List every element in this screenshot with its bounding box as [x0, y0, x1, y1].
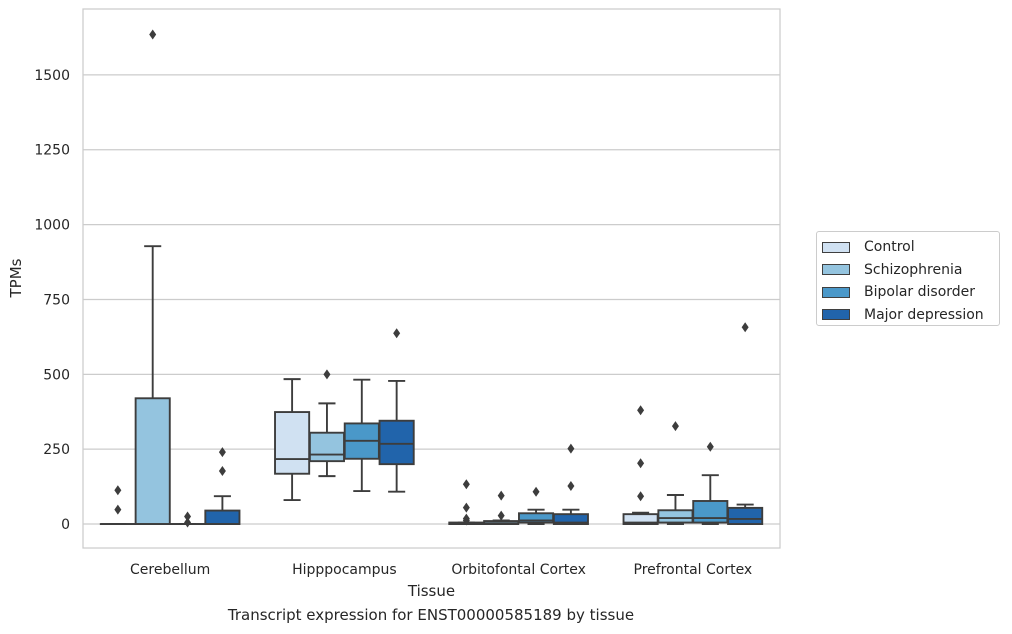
- outlier-point: [184, 517, 192, 528]
- outlier-point: [462, 479, 470, 490]
- box-bipolar-disorder-hipppocampus: [343, 378, 380, 493]
- iqr-box: [204, 509, 241, 525]
- x-tick-label-cerebellum: Cerebellum: [130, 562, 210, 578]
- box-schizophrenia-cerebellum: [134, 29, 171, 525]
- box-schizophrenia-orbitofontal-cortex: [483, 490, 520, 525]
- outlier-point: [637, 491, 645, 502]
- x-axis-ticks: Cerebellum Hipppocampus Orbitofontal Corte…: [130, 562, 752, 578]
- y-tick-label-500: 500: [43, 367, 70, 383]
- iqr-box: [552, 513, 589, 525]
- outlier-point: [462, 502, 470, 513]
- iqr-box: [727, 506, 764, 525]
- y-tick-label-1500: 1500: [34, 68, 70, 84]
- legend-item-major-depression: Major depression: [822, 304, 999, 327]
- legend-item-bipolar-disorder: Bipolar disorder: [822, 281, 999, 304]
- x-axis-label: Tissue: [407, 582, 455, 600]
- legend-label-schizophrenia: Schizophrenia: [864, 261, 963, 278]
- y-tick-label-250: 250: [43, 442, 70, 458]
- plot-area: [82, 8, 781, 549]
- box-major-depression-prefrontal-cortex: [727, 322, 764, 525]
- box-control-prefrontal-cortex: [622, 405, 659, 525]
- outlier-point: [462, 513, 470, 524]
- legend-item-schizophrenia: Schizophrenia: [822, 259, 999, 282]
- legend-label-major-depression: Major depression: [864, 306, 984, 323]
- box-bipolar-disorder-cerebellum: [169, 511, 206, 528]
- x-tick-label-prefrontal-cortex: Prefrontal Cortex: [634, 562, 753, 578]
- y-axis-ticks: 0 250 500 750 1000 1250 1500: [34, 68, 70, 533]
- outlier-point: [567, 443, 575, 454]
- box-bipolar-disorder-prefrontal-cortex: [692, 441, 729, 525]
- legend-swatch-schizophrenia: [822, 264, 850, 276]
- outlier-point: [218, 466, 226, 477]
- box-major-depression-hipppocampus: [378, 328, 415, 493]
- legend: Control Schizophrenia Bipolar disorder M…: [816, 231, 1000, 326]
- outlier-point: [393, 328, 401, 339]
- outlier-point: [184, 511, 192, 522]
- iqr-box: [378, 419, 415, 466]
- outlier-point: [218, 447, 226, 458]
- outlier-point: [532, 486, 540, 497]
- legend-label-control: Control: [864, 239, 915, 256]
- legend-item-control: Control: [822, 236, 999, 259]
- legend-label-bipolar-disorder: Bipolar disorder: [864, 284, 976, 301]
- box-major-depression-cerebellum: [204, 447, 241, 525]
- outlier-point: [497, 510, 505, 521]
- box-schizophrenia-prefrontal-cortex: [657, 421, 694, 525]
- legend-swatch-control: [822, 241, 850, 253]
- iqr-box: [692, 500, 729, 524]
- box-control-orbitofontal-cortex: [448, 479, 485, 526]
- box-major-depression-orbitofontal-cortex: [552, 443, 589, 525]
- box-control-hipppocampus: [274, 378, 311, 502]
- outlier-point: [706, 441, 714, 452]
- x-tick-label-hipppocampus: Hipppocampus: [292, 562, 397, 578]
- outlier-point: [741, 322, 749, 333]
- outlier-point: [497, 490, 505, 501]
- outlier-point: [323, 369, 331, 380]
- outlier-point: [637, 405, 645, 416]
- y-tick-label-0: 0: [61, 517, 70, 533]
- iqr-box: [657, 509, 694, 524]
- legend-swatch-bipolar-disorder: [822, 286, 850, 298]
- iqr-box: [308, 431, 345, 463]
- legend-swatch-major-depression: [822, 309, 850, 321]
- iqr-box: [134, 397, 171, 525]
- boxplots: [99, 29, 764, 528]
- outlier-point: [671, 421, 679, 432]
- outlier-point: [149, 29, 157, 40]
- y-axis-label: TPMs: [7, 258, 25, 298]
- iqr-box: [274, 411, 311, 475]
- x-tick-label-orbitofontal-cortex: Orbitofontal Cortex: [451, 562, 586, 578]
- outlier-point: [567, 481, 575, 492]
- y-tick-label-750: 750: [43, 292, 70, 308]
- box-control-cerebellum: [99, 485, 136, 526]
- outlier-point: [114, 485, 122, 496]
- y-tick-label-1250: 1250: [34, 143, 70, 159]
- outlier-point: [637, 458, 645, 469]
- y-tick-label-1000: 1000: [34, 218, 70, 234]
- outlier-point: [114, 504, 122, 515]
- chart-caption: Transcript expression for ENST0000058518…: [227, 606, 635, 624]
